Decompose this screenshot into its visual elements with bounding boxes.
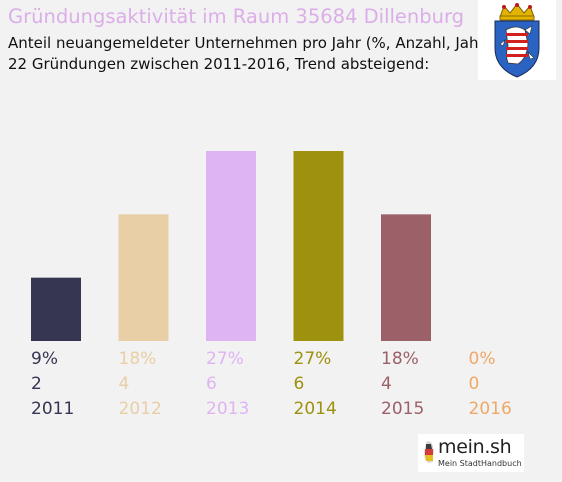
count-label-2016: 0 — [469, 374, 480, 394]
count-label-2012: 4 — [119, 374, 130, 394]
year-label-2013: 2013 — [206, 399, 249, 419]
year-label-2011: 2011 — [31, 399, 74, 419]
year-label-2016: 2016 — [469, 399, 512, 419]
logo-tagline: Mein StadtHandbuch — [438, 459, 522, 468]
logo-text: mein.sh — [438, 436, 512, 458]
bar-2014 — [293, 151, 344, 341]
percent-label-2014: 27% — [294, 349, 332, 369]
chart-title: Gründungsaktivität im Raum 35684 Dillenb… — [8, 5, 465, 28]
percent-label-2015: 18% — [381, 349, 419, 369]
percent-label-2013: 27% — [206, 349, 244, 369]
hessen-lion-crest-icon — [494, 3, 540, 78]
percent-label-2016: 0% — [469, 349, 496, 369]
count-label-2013: 6 — [206, 374, 217, 394]
count-label-2014: 6 — [294, 374, 305, 394]
germany-map-icon — [424, 441, 434, 463]
chart-subtitle-line1: Anteil neuangemeldeter Unternehmen pro J… — [8, 34, 491, 52]
bar-2011 — [31, 277, 81, 341]
count-label-2015: 4 — [381, 374, 392, 394]
count-label-2011: 2 — [31, 374, 42, 394]
bar-2012 — [118, 214, 169, 341]
bar-2015 — [381, 214, 431, 341]
year-label-2014: 2014 — [294, 399, 337, 419]
year-label-2012: 2012 — [119, 399, 162, 419]
year-label-2015: 2015 — [381, 399, 424, 419]
percent-label-2012: 18% — [119, 349, 157, 369]
bar-2013 — [206, 151, 256, 341]
percent-label-2011: 9% — [31, 349, 58, 369]
mein-sh-logo: mein.sh Mein StadtHandbuch — [418, 434, 524, 472]
chart-subtitle-line2: 22 Gründungen zwischen 2011-2016, Trend … — [8, 55, 430, 73]
hessen-crest-icon — [478, 0, 556, 80]
